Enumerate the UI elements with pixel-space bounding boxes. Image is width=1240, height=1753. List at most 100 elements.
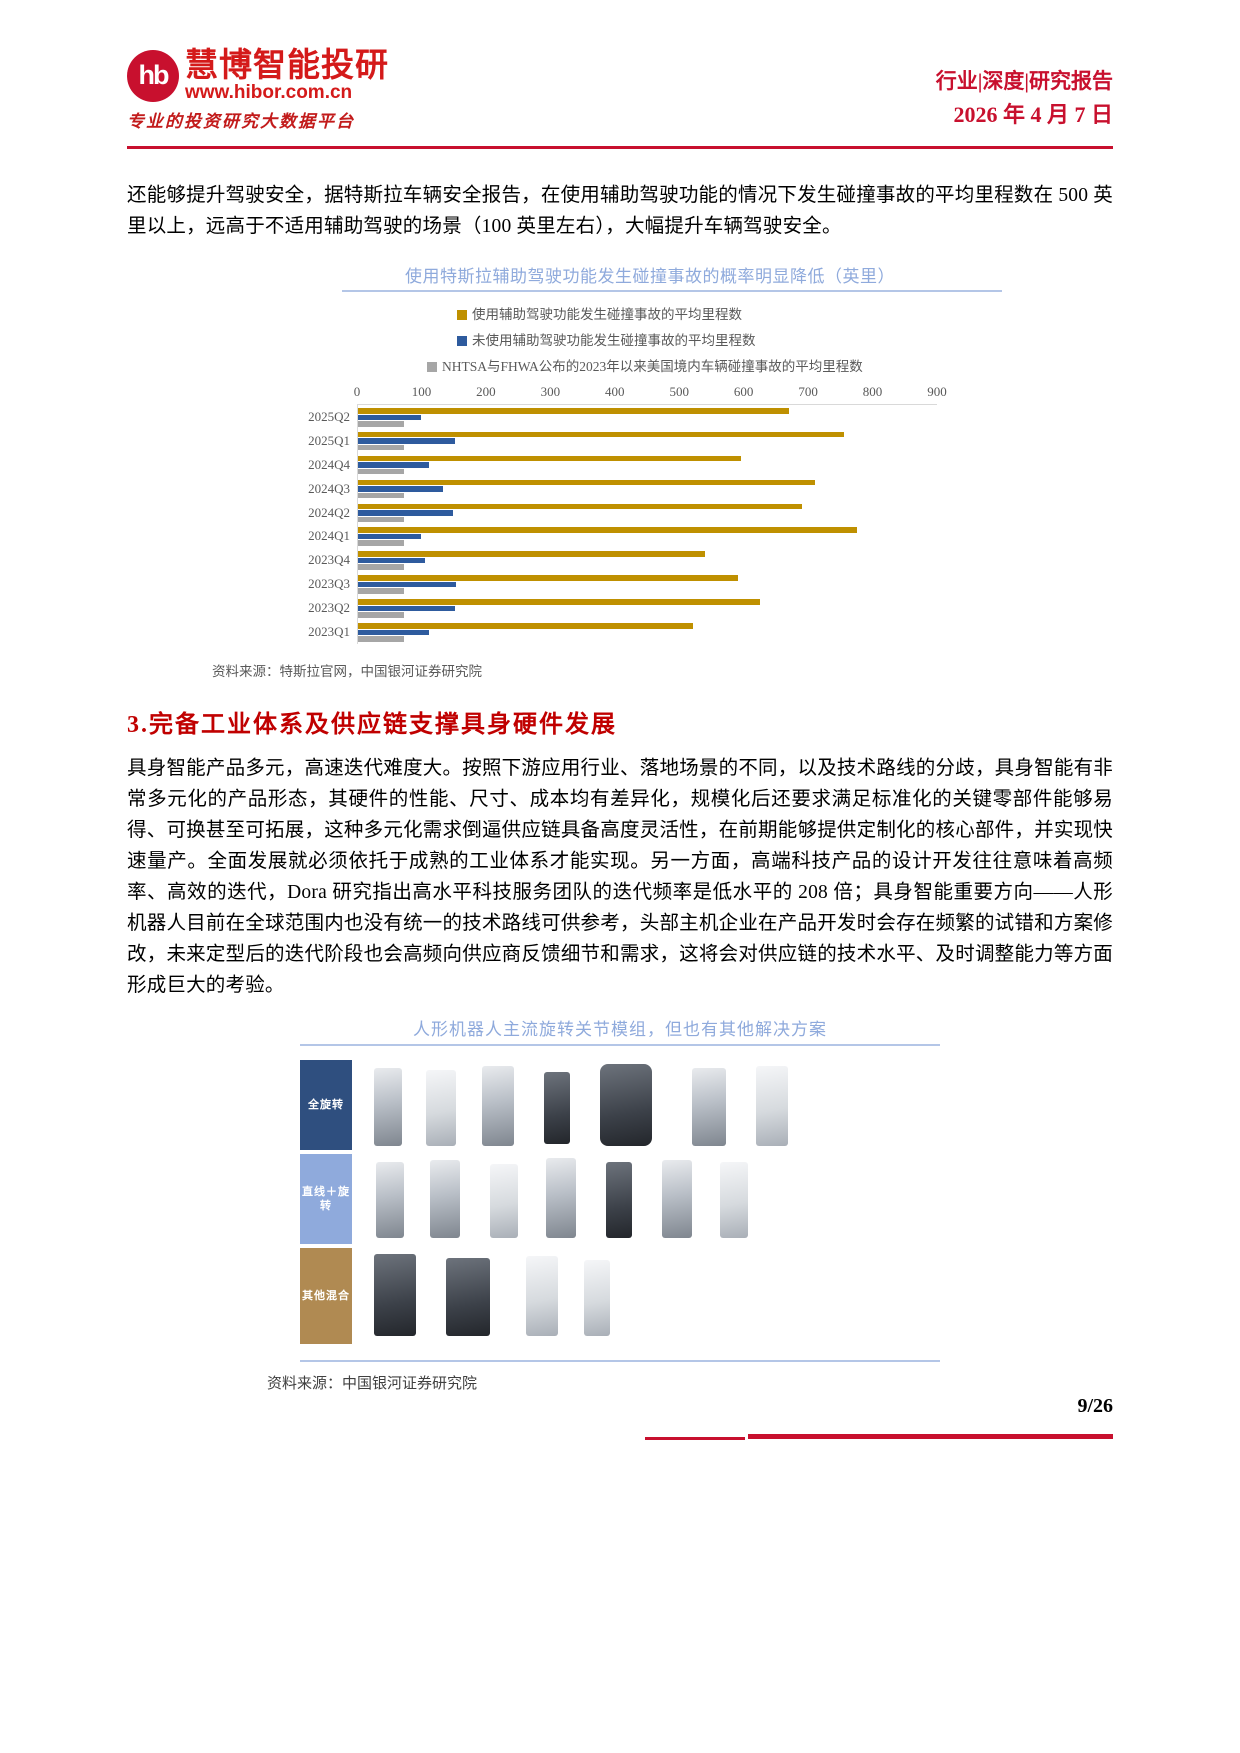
paragraph-tesla-safety: 还能够提升驾驶安全，据特斯拉车辆安全报告，在使用辅助驾驶功能的情况下发生碰撞事故… [127,185,1113,237]
robot-figure [482,1066,514,1146]
chart-bar-group: 2024Q2 [308,501,937,525]
robot-figure [430,1160,460,1238]
logo-chinese-name: 慧博智能投研 [185,46,389,83]
figure-tesla-crash-chart: 使用特斯拉辅助驾驶功能发生碰撞事故的概率明显降低（英里） 使用辅助驾驶功能发生碰… [127,262,1113,682]
chart-bar [358,599,761,605]
chart-bar [358,503,802,510]
chart-category-label: 2025Q1 [308,432,350,448]
page-content: 还能够提升驾驶安全，据特斯拉车辆安全报告，在使用辅助驾驶功能的情况下发生碰撞事故… [127,180,1113,1393]
x-axis-tick: 0 [353,384,361,399]
chart-bar [358,479,815,486]
chart-bar-group: 2024Q3 [308,477,937,501]
chart-bar [358,486,443,492]
robot-figure [720,1162,748,1238]
robot-figure [662,1160,692,1238]
chart-legend: 使用辅助驾驶功能发生碰撞事故的平均里程数 未使用辅助驾驶功能发生碰撞事故的平均里… [127,304,1113,378]
report-type-label: 行业|深度|研究报告 [935,69,1113,93]
chart-bar [358,408,790,414]
chart-bar [358,455,741,462]
legend-swatch-icon [457,336,467,346]
report-date-label: 2026 年 4 月 7 日 [953,101,1113,127]
legend-swatch-icon [457,310,467,320]
robot-figure [692,1068,726,1146]
x-axis-tick: 200 [476,384,496,399]
chart-title-divider [342,290,1002,292]
chart-bar [358,629,429,636]
chart-category-label: 2023Q4 [308,552,350,568]
chart-bar [358,533,422,540]
x-axis-tick: 300 [540,384,561,399]
hibor-logo-icon: hb [127,49,179,102]
chart-plot-area: 2025Q2 2025Q1 2024Q4 2024Q3 2024Q2 2024Q1 2023… [308,404,937,644]
logo-tagline: 专业的投资研究大数据平台 [127,111,355,131]
chart-bar-group: 2023Q4 [308,548,937,572]
chart-bar [358,468,405,475]
x-axis-tick: 500 [669,384,689,399]
footer-divider-right [748,1434,1113,1439]
legend-swatch-icon [427,362,437,372]
robot-figure [490,1164,518,1238]
chart-bar [358,588,405,594]
chart-bar [358,492,405,499]
chart-bar [358,527,857,533]
figure2-image: 全旋转 直线＋旋转 其他混合 [300,1054,940,1354]
chart-bar-group: 2023Q3 [308,572,937,596]
chart-bar-group: 2023Q2 [308,596,937,620]
chart-category-label: 2025Q2 [308,408,350,424]
figure2-row-label-full-rotation: 全旋转 [300,1060,352,1150]
robot-figure [756,1066,788,1146]
figure2-row-label-other-hybrid: 其他混合 [300,1248,352,1344]
chart-bar [358,551,706,557]
robot-figure [584,1260,610,1336]
footer-divider-left [645,1437,745,1440]
chart-bar [358,516,405,523]
x-axis-tick: 400 [605,384,625,399]
chart-title: 使用特斯拉辅助驾驶功能发生碰撞事故的概率明显降低（英里） [405,267,895,286]
x-axis-tick: 700 [798,384,818,399]
figure2-title: 人形机器人主流旋转关节模组，但也有其他解决方案 [413,1020,827,1039]
legend-label-1: 未使用辅助驾驶功能发生碰撞事故的平均里程数 [472,333,756,348]
figure2-title-divider [300,1044,940,1046]
page-header: hb 慧博智能投研 www.hibor.com.cn 专业的投资研究大数据平台 … [127,46,1113,148]
chart-bar-group: 2025Q2 [308,405,937,429]
figure1-source: 资料来源：特斯拉官网，中国银河证券研究院 [212,664,482,679]
chart-plot-wrapper: 0 100 200 300 400 500 600 700 800 900 2025Q2 2025Q… [287,384,947,654]
chart-bar [358,623,693,629]
header-report-meta: 行业|深度|研究报告 2026 年 4 月 7 日 [936,66,1113,131]
chart-bar [358,612,405,618]
chart-category-label: 2023Q1 [308,623,350,639]
legend-label-0: 使用辅助驾驶功能发生碰撞事故的平均里程数 [472,307,742,322]
figure2-row-label-linear-rotation: 直线＋旋转 [300,1154,352,1244]
chart-bar [358,431,844,438]
chart-bar [358,438,455,444]
x-axis-tick: 900 [927,384,947,399]
legend-item-2: NHTSA与FHWA公布的2023年以来美国境内车辆碰撞事故的平均里程数 [257,356,1113,378]
chart-bar-group: 2025Q1 [308,429,937,453]
row-label-text-2: 其他混合 [302,1290,350,1302]
site-logo: hb 慧博智能投研 www.hibor.com.cn 专业的投资研究大数据平台 [127,46,557,132]
chart-category-label: 2023Q3 [308,576,350,592]
robot-figure [374,1068,402,1146]
robot-figure [426,1070,456,1146]
logo-website-url: www.hibor.com.cn [185,81,353,103]
chart-bar [358,636,405,642]
robot-figure [544,1072,570,1144]
chart-bar [358,462,429,468]
chart-bar-group: 2023Q1 [308,620,937,644]
x-axis-tick: 800 [862,384,883,399]
row-label-text-0: 全旋转 [308,1099,344,1111]
section-heading-3: 3.完备工业体系及供应链支撑具身硬件发展 [127,712,617,738]
robot-figure [606,1162,632,1238]
chart-x-axis: 0 100 200 300 400 500 600 700 800 900 [353,384,947,404]
figure2-bottom-divider [300,1360,940,1362]
robot-figure [446,1258,490,1336]
figure-humanoid-joints: 人形机器人主流旋转关节模组，但也有其他解决方案 全旋转 直线＋旋转 其他混合 [127,1015,1113,1393]
robot-figure [526,1256,558,1336]
legend-label-2: NHTSA与FHWA公布的2023年以来美国境内车辆碰撞事故的平均里程数 [442,359,863,374]
robot-figure [374,1254,416,1336]
page-number: 9/26 [1077,1395,1113,1417]
chart-bar-group: 2024Q1 [308,524,937,548]
chart-bar [358,421,405,427]
header-divider [127,146,1113,149]
figure2-source: 资料来源：中国银河证券研究院 [267,1376,478,1392]
